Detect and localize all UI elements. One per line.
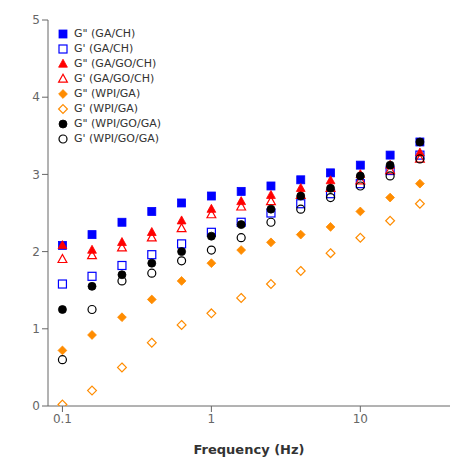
- html-text:G' (GA/CH): G' (GA/CH): [74, 42, 134, 55]
- html-text:G" (GA/CH): G" (GA/CH): [74, 27, 136, 40]
- html-text:G' (GA/GO/CH): G' (GA/GO/CH): [74, 72, 155, 85]
- html-text:G" (WPI/GA): G" (WPI/GA): [74, 87, 141, 100]
- svg-text:3: 3: [32, 168, 40, 182]
- svg-text:5: 5: [32, 13, 40, 27]
- svg-text:2: 2: [32, 245, 40, 259]
- svg-text:1: 1: [208, 412, 216, 426]
- svg-text:Frequency (Hz): Frequency (Hz): [194, 442, 305, 457]
- svg-text:0.1: 0.1: [53, 412, 72, 426]
- html-text:G' (WPI/GA): G' (WPI/GA): [74, 102, 139, 115]
- html-text:G' (WPI/GO/GA): G' (WPI/GO/GA): [74, 132, 159, 145]
- svg-text:1: 1: [32, 322, 40, 336]
- svg-text:0: 0: [32, 399, 40, 413]
- html-text:G" (GA/GO/CH): G" (GA/GO/CH): [74, 57, 157, 70]
- svg-text:10: 10: [353, 412, 368, 426]
- svg-text:4: 4: [32, 90, 40, 104]
- html-text:G" (WPI/GO/GA): G" (WPI/GO/GA): [74, 117, 162, 130]
